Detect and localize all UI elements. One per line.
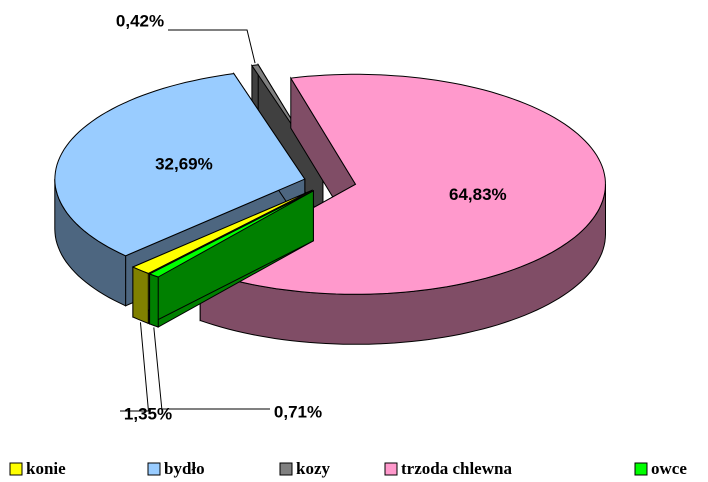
slice: [131, 189, 313, 274]
legend-swatch: [384, 462, 398, 476]
data-label: 0,42%: [116, 11, 164, 30]
legend-label: trzoda chlewna: [401, 459, 512, 478]
legend-item: kozy: [279, 459, 331, 478]
data-label: 0,71%: [274, 402, 322, 421]
slice: [148, 190, 314, 278]
slice: [54, 73, 306, 257]
legend-label: owce: [651, 459, 687, 478]
legend-swatch: [279, 462, 293, 476]
legend-label: konie: [26, 459, 66, 478]
legend-swatch: [634, 462, 648, 476]
data-label: 64,83%: [449, 185, 507, 204]
legend-item: bydło: [147, 459, 205, 478]
slice-wall: [149, 273, 159, 328]
data-label: 32,69%: [155, 155, 213, 174]
data-label: 1,35%: [124, 404, 172, 423]
legend-item: konie: [9, 459, 66, 478]
legend-item: trzoda chlewna: [384, 459, 512, 478]
leader-line: [168, 29, 256, 64]
slice-wall: [132, 266, 149, 325]
legend-label: bydło: [164, 459, 205, 478]
legend-label: kozy: [296, 459, 331, 478]
leader-line: [120, 322, 150, 412]
leader-line: [153, 327, 270, 410]
legend-swatch: [147, 462, 161, 476]
legend-swatch: [9, 462, 23, 476]
legend-item: owce: [634, 459, 687, 478]
